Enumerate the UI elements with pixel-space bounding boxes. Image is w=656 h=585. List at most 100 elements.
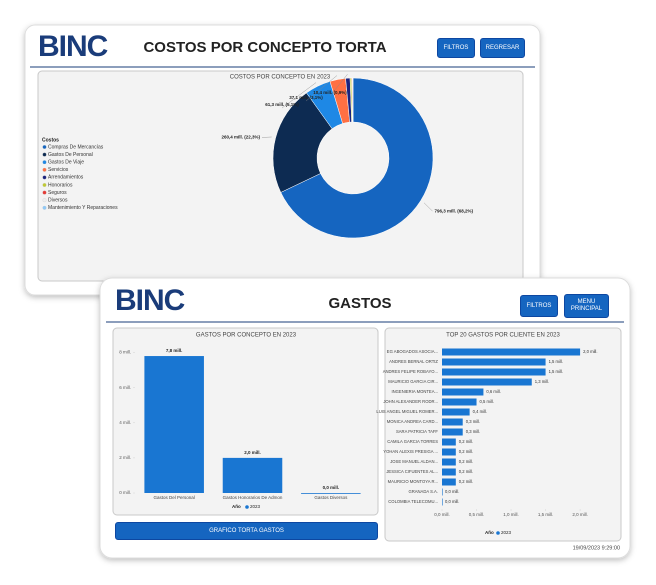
legend-swatch [42,167,47,172]
bar [144,356,204,493]
bar [222,457,283,493]
data-label: 2,0 mill. [583,349,597,354]
legend-swatch [42,190,47,195]
y-tick-label: INGENIERIA MONTEA... [391,389,438,394]
chart-title: GASTOS POR CONCEPTO EN 2023 [196,333,297,339]
logo: BINC [38,30,108,63]
y-tick-label: 0 mill. [119,490,131,495]
legend-title: Año [232,504,241,509]
data-label: 0,2 mill. [459,439,473,444]
y-tick-label: CAMILA GARCIA TORRES [387,439,438,444]
legend-label: Arrendamientos [48,175,84,181]
x-tick-label: 0,0 mill. [434,512,450,517]
x-tick-label: Gastos Del Personal [154,495,195,500]
legend-swatch [245,505,249,509]
button[interactable]: REGRESAR [480,38,525,58]
bar [442,478,456,486]
data-label: 0,5 mill. [480,399,494,404]
button-box: MENU PRINCIPAL [564,294,609,318]
y-tick-label: YOHAN ALEXIS PRESIGA ... [383,449,438,454]
y-tick-label: EG ABOGADOS ASOCIA... [387,349,438,354]
bar [442,498,443,506]
data-label: 1,5 mill. [549,359,563,364]
bar [442,438,456,446]
y-tick-label: 8 mill. [119,350,131,355]
button[interactable]: FILTROS [520,295,558,317]
y-tick-label: GRANADA S.A. [408,489,438,494]
data-label: 0,0 mill. [445,489,459,494]
button-box: GRAFICO TORTA GASTOS [115,522,378,540]
y-tick-label: LUIS ANGEL MIGUEL ROMER... [376,409,438,414]
data-label: 0,2 mill. [459,459,473,464]
y-tick-label: MAURICIO MONTOYA R... [388,479,438,484]
legend-label: Mantenimiento Y Reparaciones [48,205,118,211]
data-label: 0,0 mill. [323,485,340,490]
bar [442,428,463,436]
data-label: 0,4 mill. [473,409,487,414]
data-label: 260,4 mill. (22,3%) [221,135,260,140]
legend-label: Gastos De Personal [48,152,93,158]
y-tick-label: 2 mill. [119,455,131,460]
bar [442,418,463,426]
data-label: 0,6 mill. [486,389,500,394]
data-label: 0,2 mill. [459,449,473,454]
legend-swatch [496,531,500,535]
data-label: 0,2 mill. [459,479,473,484]
legend-swatch [42,183,47,187]
y-tick-label: SARA PATRICIA TAFF [396,429,438,434]
x-tick-label: 1,0 mill. [503,512,519,517]
chart-title: COSTOS POR CONCEPTO EN 2023 [230,75,331,81]
bar [442,358,546,366]
button-box: REGRESAR [480,38,525,58]
leader-line [281,82,317,109]
data-label: 1,3 mill. [535,379,549,384]
bar [442,348,581,356]
legend-swatch [42,175,47,180]
data-label: 796,3 mill. (68,2%) [434,208,473,213]
legend-swatch [42,152,47,157]
button[interactable]: GRAFICO TORTA GASTOS [115,522,378,540]
y-tick-label: ANDRES FELIPE ROBAYO... [383,369,438,374]
y-tick-label: ANDRES BERNAL ORTIZ [389,359,438,364]
legend-swatch [42,205,47,210]
legend-label: 2023 [501,530,512,535]
data-label: 2,0 mill. [244,450,261,455]
x-tick-label: Gastos Diversos [314,495,348,500]
bar [442,408,470,416]
legend-title: Año [485,530,494,535]
legend-title: Costos [42,137,59,143]
bar [442,468,456,476]
bar [301,493,361,494]
pie-slice [280,77,434,239]
legend-label: 2023 [250,504,261,509]
data-label: 0,3 mill. [466,419,480,424]
page-title: COSTOS POR CONCEPTO TORTA [143,39,386,56]
bar [442,448,456,456]
button[interactable]: FILTROS [437,38,475,58]
legend-label: Compras De Mercancías [48,144,104,150]
legend-label: Gastos De Viaje [48,160,84,166]
y-tick-label: 6 mill. [119,385,131,390]
data-label: 37,1 mill. (3,1%) [289,95,323,100]
x-tick-label: Gastos Honorarios De Admon [223,495,283,500]
logo: BINC [115,284,185,317]
legend-label: Diversos [48,198,68,204]
bar [442,398,477,406]
bar [442,388,484,396]
x-tick-label: 1,5 mill. [538,512,554,517]
y-tick-label: JESSICA CIFUENTES AL... [386,469,438,474]
data-label: 1,5 mill. [549,369,563,374]
y-tick-label: JOSE MANUEL ALDAN... [390,459,438,464]
data-label: 10,4 mill. (0,9%) [313,90,347,95]
bar [442,488,443,496]
x-tick-label: 2,0 mill. [572,512,588,517]
y-tick-label: COLOMBIA TELECOMU... [388,499,438,504]
legend-swatch [42,198,47,203]
y-tick-label: MONICA ANDREA CARD... [387,419,438,424]
button[interactable]: MENU PRINCIPAL [564,294,609,318]
legend-label: Servicios [48,167,69,173]
y-tick-label: MAURICIO GARCIA CIR... [388,379,438,384]
leader-line [329,74,348,97]
data-label: 7,8 mill. [166,348,183,353]
